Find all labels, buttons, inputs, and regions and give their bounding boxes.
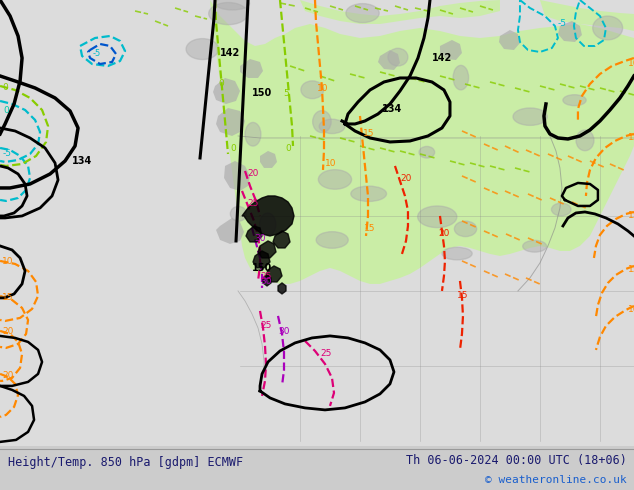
Text: 25: 25 xyxy=(260,321,271,330)
Text: -5: -5 xyxy=(2,149,11,158)
Text: 30: 30 xyxy=(254,234,266,243)
Text: 20: 20 xyxy=(2,371,13,380)
Text: 20: 20 xyxy=(438,229,450,238)
Polygon shape xyxy=(499,30,520,50)
Ellipse shape xyxy=(442,247,472,260)
Text: 25: 25 xyxy=(260,272,271,281)
Polygon shape xyxy=(216,218,244,244)
Text: 0: 0 xyxy=(3,106,9,115)
Ellipse shape xyxy=(230,206,247,221)
Text: 15: 15 xyxy=(364,224,375,233)
Text: 20: 20 xyxy=(400,174,411,183)
Text: Height/Temp. 850 hPa [gdpm] ECMWF: Height/Temp. 850 hPa [gdpm] ECMWF xyxy=(8,456,243,469)
Ellipse shape xyxy=(513,108,547,125)
Polygon shape xyxy=(216,108,245,136)
Text: 30: 30 xyxy=(260,277,271,286)
Ellipse shape xyxy=(418,206,457,227)
Polygon shape xyxy=(273,231,290,248)
Text: 0: 0 xyxy=(2,83,8,92)
Text: 142: 142 xyxy=(432,53,452,63)
Ellipse shape xyxy=(576,130,594,151)
Ellipse shape xyxy=(351,186,387,201)
Text: 0: 0 xyxy=(218,79,224,88)
Polygon shape xyxy=(210,0,634,284)
Polygon shape xyxy=(278,283,286,294)
Ellipse shape xyxy=(319,119,345,134)
Text: 15: 15 xyxy=(628,133,634,142)
Ellipse shape xyxy=(563,95,586,106)
Polygon shape xyxy=(213,78,240,104)
Text: -5: -5 xyxy=(93,49,101,58)
Text: 15: 15 xyxy=(457,291,469,300)
Text: 10: 10 xyxy=(325,159,337,168)
Polygon shape xyxy=(258,241,276,258)
Ellipse shape xyxy=(318,170,352,189)
Ellipse shape xyxy=(245,122,261,146)
Text: 0: 0 xyxy=(230,144,236,153)
Text: 10: 10 xyxy=(2,257,13,266)
Text: 10: 10 xyxy=(317,84,328,93)
Polygon shape xyxy=(558,21,582,42)
Polygon shape xyxy=(240,59,263,78)
Ellipse shape xyxy=(301,81,324,98)
Polygon shape xyxy=(260,151,277,168)
Polygon shape xyxy=(263,275,271,286)
Text: 25: 25 xyxy=(247,199,259,208)
Ellipse shape xyxy=(419,147,435,158)
Text: 0: 0 xyxy=(285,144,291,153)
Text: 20: 20 xyxy=(2,327,13,336)
Ellipse shape xyxy=(455,221,477,237)
Polygon shape xyxy=(540,0,634,31)
Text: © weatheronline.co.uk: © weatheronline.co.uk xyxy=(484,475,626,485)
Text: 150: 150 xyxy=(252,88,272,98)
Ellipse shape xyxy=(259,213,276,236)
Ellipse shape xyxy=(316,232,348,248)
Polygon shape xyxy=(300,0,500,24)
Text: 150: 150 xyxy=(252,263,272,273)
Text: Th 06-06-2024 00:00 UTC (18+06): Th 06-06-2024 00:00 UTC (18+06) xyxy=(406,454,626,466)
Text: 142: 142 xyxy=(220,48,240,58)
Text: 5: 5 xyxy=(283,89,288,98)
Polygon shape xyxy=(224,161,250,191)
Ellipse shape xyxy=(346,3,379,23)
Polygon shape xyxy=(378,50,400,70)
Ellipse shape xyxy=(593,16,623,40)
Text: 15: 15 xyxy=(363,129,375,138)
Text: 10: 10 xyxy=(628,59,634,68)
Text: 10: 10 xyxy=(628,305,634,314)
Ellipse shape xyxy=(453,65,469,90)
Text: 134: 134 xyxy=(382,104,402,114)
Ellipse shape xyxy=(522,241,547,252)
Text: -5: -5 xyxy=(558,19,567,28)
Polygon shape xyxy=(440,40,462,60)
Ellipse shape xyxy=(388,49,408,66)
Ellipse shape xyxy=(186,39,219,60)
Polygon shape xyxy=(242,196,294,236)
Text: 15: 15 xyxy=(2,293,13,302)
Ellipse shape xyxy=(209,2,248,25)
Ellipse shape xyxy=(215,0,250,10)
Polygon shape xyxy=(246,226,262,242)
Text: 25: 25 xyxy=(320,349,332,358)
Text: 15: 15 xyxy=(628,211,634,220)
Polygon shape xyxy=(253,251,270,268)
Polygon shape xyxy=(266,266,282,282)
Text: 134: 134 xyxy=(72,156,92,166)
Text: 30: 30 xyxy=(278,327,290,336)
Ellipse shape xyxy=(313,111,331,133)
Text: 20: 20 xyxy=(247,169,259,178)
Text: 15: 15 xyxy=(628,265,634,274)
Ellipse shape xyxy=(552,203,571,216)
